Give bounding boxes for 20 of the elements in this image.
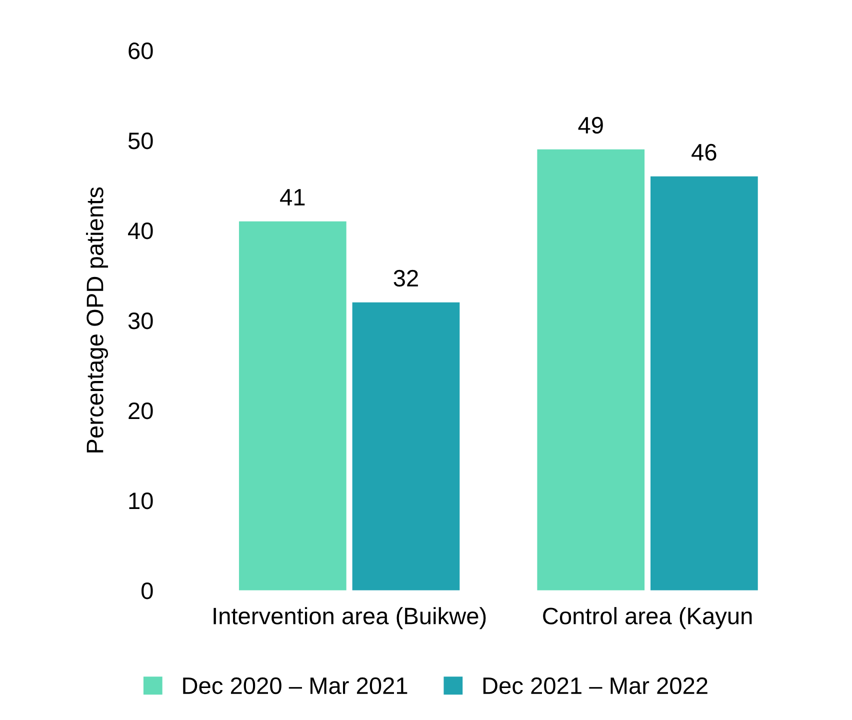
bar [352,302,460,590]
data-label: 49 [578,116,603,134]
bar [537,149,645,590]
y-tick-label: 10 [129,492,153,510]
bar [238,221,346,590]
data-label: 32 [394,270,418,287]
x-tick-label: Control area (Kayun [543,607,752,630]
data-label: 41 [280,189,305,206]
y-tick-label: 20 [128,402,153,420]
y-axis-title: Percentage OPD patients [86,187,108,452]
legend-label: Dec 2021 – Mar 2022 [483,677,708,694]
y-tick-label: 50 [128,132,153,150]
x-tick-label: Intervention area (Buikwe) [214,607,486,630]
y-tick-label: 30 [128,312,153,330]
y-tick-label: 0 [142,582,153,600]
y-tick-label: 60 [128,42,153,60]
bar [650,176,758,590]
data-label: 46 [692,144,716,161]
legend-label: Dec 2020 – Mar 2021 [183,677,408,694]
y-tick-label: 40 [128,222,153,240]
